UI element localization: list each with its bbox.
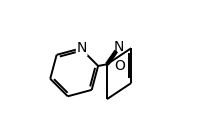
Text: O: O bbox=[114, 59, 125, 73]
Text: N: N bbox=[114, 40, 124, 54]
Text: N: N bbox=[76, 41, 87, 55]
